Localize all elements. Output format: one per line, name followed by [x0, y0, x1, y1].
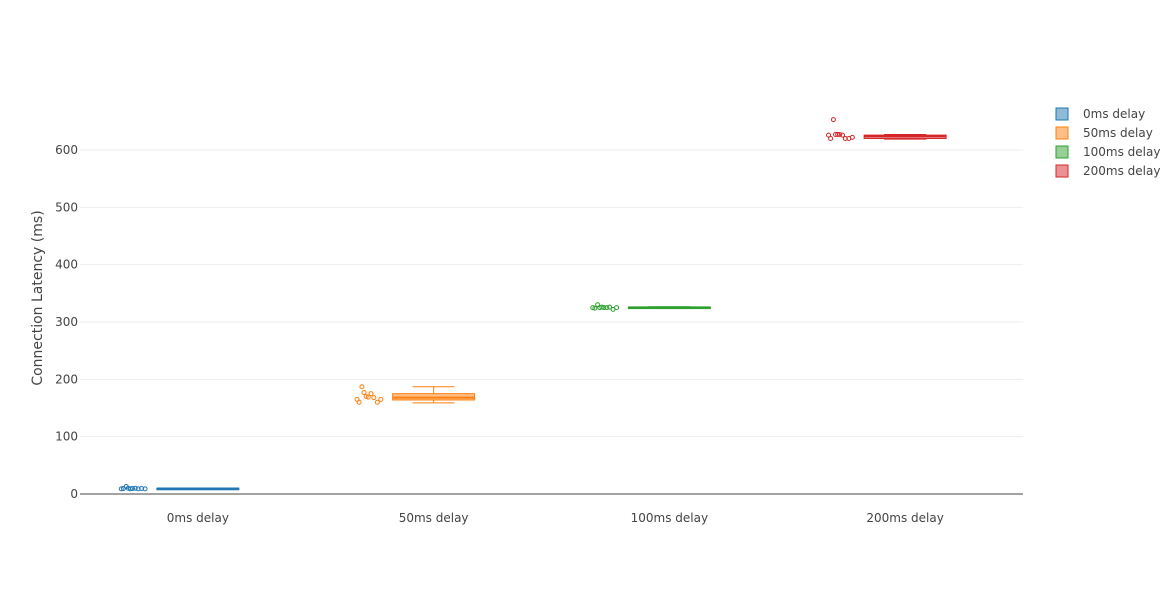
x-axis-ticks: 0ms delay 50ms delay 100ms delay 200ms dela…	[167, 511, 944, 525]
x-tick-label: 50ms delay	[399, 511, 469, 525]
data-point	[599, 304, 605, 310]
y-tick-label: 400	[55, 258, 78, 272]
box-trace	[590, 302, 711, 312]
data-point	[142, 486, 148, 492]
legend-label: 200ms delay	[1083, 164, 1160, 178]
data-point	[129, 486, 135, 492]
y-tick-label: 500	[55, 200, 78, 214]
data-point	[835, 132, 841, 138]
x-tick-label: 100ms delay	[631, 511, 708, 525]
data-point	[849, 134, 855, 140]
data-point	[132, 485, 138, 491]
data-point	[840, 132, 846, 138]
legend-item: 200ms delay	[1055, 164, 1160, 178]
data-point	[830, 117, 836, 123]
data-point	[378, 396, 384, 402]
y-tick-label: 200	[55, 372, 78, 386]
box-trace	[354, 384, 476, 405]
data-point	[127, 486, 133, 492]
data-point	[614, 305, 620, 311]
data-point	[368, 391, 374, 397]
data-point	[356, 399, 362, 405]
y-tick-label: 0	[70, 487, 78, 501]
legend-swatch	[1055, 107, 1069, 121]
data-point	[592, 305, 598, 311]
y-tick-label: 600	[55, 143, 78, 157]
data-point	[118, 486, 124, 492]
data-point	[607, 304, 613, 310]
legend-item: 0ms delay	[1055, 107, 1145, 121]
legend-label: 50ms delay	[1083, 126, 1153, 140]
legend-swatch	[1055, 164, 1069, 178]
data-point	[590, 305, 596, 311]
y-gridlines	[80, 149, 1023, 438]
data-point	[604, 305, 610, 311]
legend-swatch	[1055, 126, 1069, 140]
x-tick-label: 200ms delay	[866, 511, 943, 525]
data-point	[837, 132, 843, 138]
legend-item: 100ms delay	[1055, 145, 1160, 159]
data-point	[359, 384, 365, 390]
legend-label: 0ms delay	[1083, 107, 1145, 121]
data-point	[601, 305, 607, 311]
y-axis-title: Connection Latency (ms)	[30, 210, 46, 385]
box-traces	[118, 117, 947, 492]
box-trace	[118, 484, 240, 492]
data-point	[828, 136, 834, 142]
y-tick-label: 300	[55, 315, 78, 329]
data-point	[371, 395, 377, 401]
data-point	[826, 132, 832, 138]
legend-item: 50ms delay	[1055, 126, 1153, 140]
legend: 0ms delay 50ms delay 100ms delay 200ms dela…	[1055, 107, 1160, 178]
data-point	[374, 399, 380, 405]
legend-swatch	[1055, 145, 1069, 159]
data-point	[365, 394, 371, 400]
y-axis-ticks: 0 100 200 300 400 500 600	[55, 143, 78, 501]
legend-label: 100ms delay	[1083, 145, 1160, 159]
x-tick-label: 0ms delay	[167, 511, 229, 525]
data-point	[363, 394, 369, 400]
data-point	[361, 390, 367, 396]
y-tick-label: 100	[55, 430, 78, 444]
box-trace	[826, 117, 947, 142]
